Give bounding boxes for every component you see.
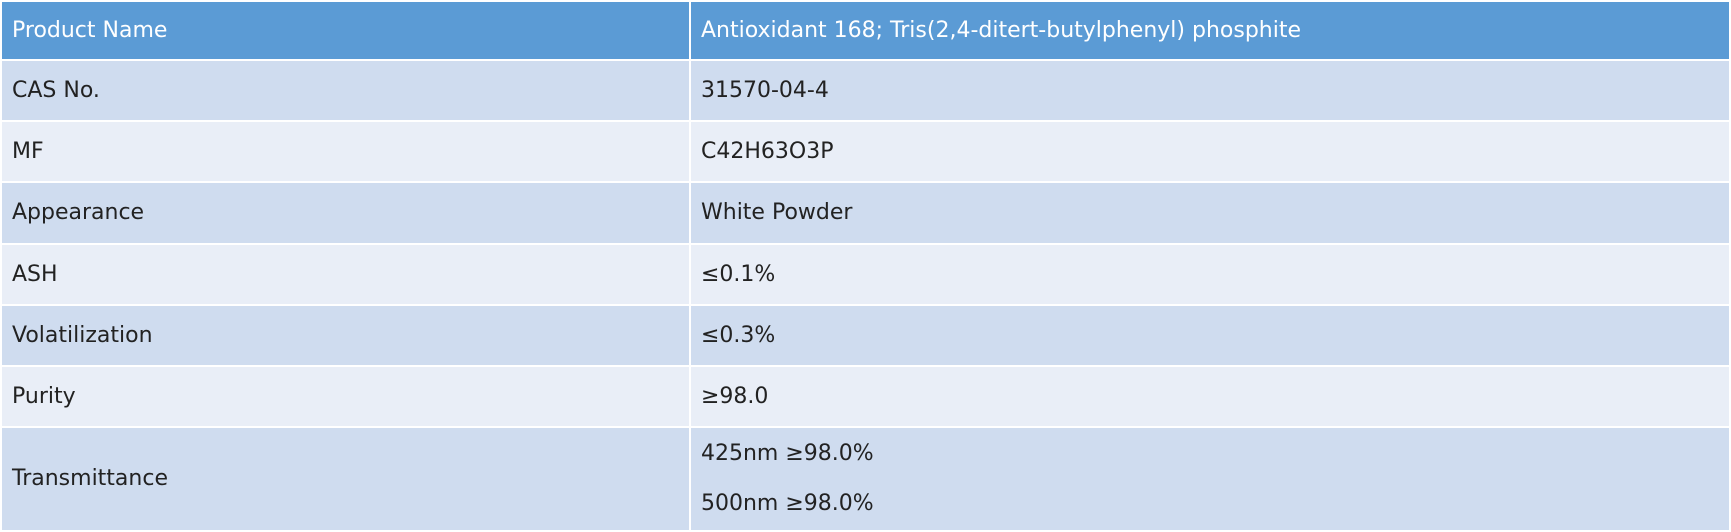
table-cell: Volatilization bbox=[2, 305, 689, 365]
header-row: Product Name Antioxidant 168; Tris(2,4-di… bbox=[2, 2, 1729, 60]
table-cell: CAS No. bbox=[2, 61, 689, 121]
table-cell: Antioxidant 168; Tris(2,4-ditert-butylph… bbox=[691, 2, 1729, 60]
table-row: Purity ≥98.0 bbox=[2, 366, 1729, 426]
table-cell: Product Name bbox=[2, 2, 689, 60]
table-cell: Transmittance bbox=[2, 427, 689, 530]
table-cell: 425nm ≥98.0% 500nm ≥98.0% bbox=[691, 427, 1729, 530]
table-cell: ≤0.1% bbox=[691, 244, 1729, 304]
cell-line: 425nm ≥98.0% bbox=[701, 440, 874, 466]
table-row: Volatilization ≤0.3% bbox=[2, 305, 1729, 365]
table-row: Appearance White Powder bbox=[2, 183, 1729, 243]
table-cell: MF bbox=[2, 122, 689, 182]
cell-line: 500nm ≥98.0% bbox=[701, 490, 874, 516]
table-cell: White Powder bbox=[691, 183, 1729, 243]
table-cell: ≥98.0 bbox=[691, 366, 1729, 426]
table-cell: 31570-04-4 bbox=[691, 61, 1729, 121]
table-cell: ASH bbox=[2, 244, 689, 304]
table-row: ASH ≤0.1% bbox=[2, 244, 1729, 304]
table-cell: Appearance bbox=[2, 183, 689, 243]
table-row: Transmittance 425nm ≥98.0% 500nm ≥98.0% bbox=[2, 427, 1729, 530]
table-cell: Purity bbox=[2, 366, 689, 426]
table-row: MF C42H63O3P bbox=[2, 122, 1729, 182]
table-cell: ≤0.3% bbox=[691, 305, 1729, 365]
table-cell: C42H63O3P bbox=[691, 122, 1729, 182]
table-row: CAS No. 31570-04-4 bbox=[2, 61, 1729, 121]
